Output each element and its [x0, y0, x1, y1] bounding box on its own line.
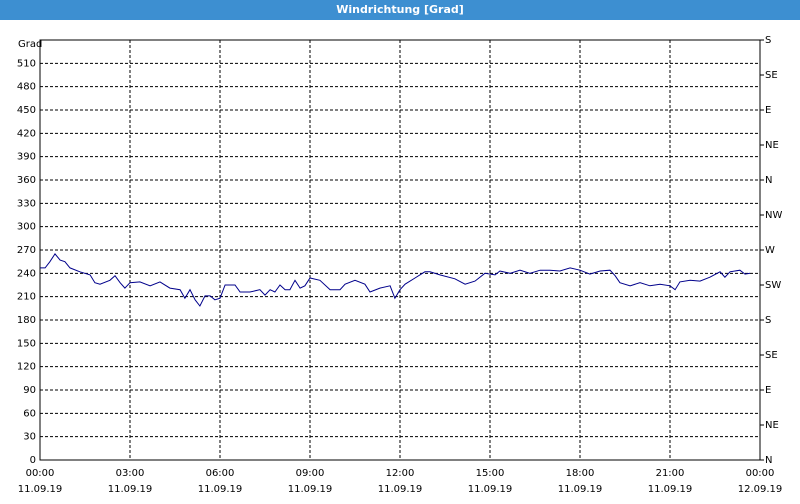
y-tick-label: 480 — [17, 82, 36, 93]
y2-tick-label: S — [765, 35, 771, 46]
chart-title: Windrichtung [Grad] — [336, 3, 464, 16]
title-bar — [0, 0, 800, 20]
y-tick-label: 330 — [17, 198, 36, 209]
y2-tick-label: NW — [765, 210, 782, 221]
y-tick-label: 0 — [30, 455, 36, 466]
y-tick-label: 450 — [17, 105, 36, 116]
x-tick-date: 11.09.19 — [558, 484, 603, 495]
y2-tick-label: SE — [765, 350, 778, 361]
x-tick-label: 15:00 — [476, 468, 505, 479]
y-tick-label: 390 — [17, 152, 36, 163]
x-tick-label: 21:00 — [656, 468, 685, 479]
x-tick-label: 18:00 — [566, 468, 595, 479]
x-tick-label: 12:00 — [386, 468, 415, 479]
y2-tick-label: SE — [765, 70, 778, 81]
x-tick-date: 11.09.19 — [198, 484, 243, 495]
y-tick-label: 270 — [17, 245, 36, 256]
y2-tick-label: SW — [765, 280, 781, 291]
x-tick-date: 11.09.19 — [108, 484, 153, 495]
x-tick-date: 12.09.19 — [738, 484, 783, 495]
y-tick-label: 240 — [17, 268, 36, 279]
x-tick-date: 11.09.19 — [18, 484, 63, 495]
x-tick-label: 00:00 — [26, 468, 55, 479]
y-tick-label: 180 — [17, 315, 36, 326]
y2-tick-label: N — [765, 455, 772, 466]
y2-tick-label: NE — [765, 420, 779, 431]
y-tick-label: 90 — [23, 385, 36, 396]
x-tick-label: 06:00 — [206, 468, 235, 479]
y-tick-label: 60 — [23, 408, 36, 419]
y-tick-label: 510 — [17, 58, 36, 69]
y-tick-label: 30 — [23, 432, 36, 443]
y-tick-label: 210 — [17, 292, 36, 303]
y-axis-label: Grad — [18, 39, 42, 50]
y2-tick-label: E — [765, 105, 771, 116]
x-tick-label: 03:00 — [116, 468, 145, 479]
y-tick-label: 300 — [17, 222, 36, 233]
y2-tick-label: NE — [765, 140, 779, 151]
y2-tick-label: E — [765, 385, 771, 396]
y-tick-label: 120 — [17, 362, 36, 373]
y2-tick-label: S — [765, 315, 771, 326]
plot-border — [39, 39, 761, 461]
x-tick-date: 11.09.19 — [378, 484, 423, 495]
data-line — [40, 253, 751, 307]
y-tick-label: 420 — [17, 128, 36, 139]
x-tick-label: 09:00 — [296, 468, 325, 479]
y-tick-label: 360 — [17, 175, 36, 186]
x-tick-date: 11.09.19 — [288, 484, 333, 495]
x-tick-date: 11.09.19 — [648, 484, 693, 495]
x-tick-label: 00:00 — [746, 468, 775, 479]
x-tick-date: 11.09.19 — [468, 484, 513, 495]
y2-tick-label: W — [765, 245, 775, 256]
y2-tick-label: N — [765, 175, 772, 186]
y-tick-label: 150 — [17, 338, 36, 349]
